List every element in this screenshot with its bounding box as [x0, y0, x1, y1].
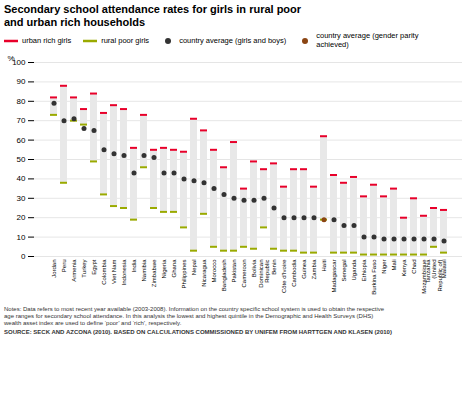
svg-text:Bolivia: Bolivia [251, 258, 257, 276]
svg-text:70: 70 [17, 116, 26, 125]
svg-text:40: 40 [17, 174, 26, 183]
svg-text:Burkina Faso: Burkina Faso [371, 258, 377, 294]
svg-text:Morocco: Morocco [211, 258, 217, 282]
svg-text:Peru: Peru [61, 259, 67, 272]
svg-text:Haiti: Haiti [321, 259, 327, 271]
svg-text:Jordan: Jordan [51, 259, 57, 277]
svg-text:Ghana: Ghana [171, 258, 177, 277]
svg-text:Nigeria: Nigeria [161, 258, 167, 278]
svg-text:DominicanRepublic: DominicanRepublic [258, 259, 270, 287]
svg-text:90: 90 [17, 77, 26, 86]
svg-text:Armenia: Armenia [71, 258, 77, 281]
svg-text:Ethiopia: Ethiopia [361, 258, 367, 280]
svg-text:Colombia: Colombia [101, 258, 107, 284]
svg-text:Cameroon: Cameroon [241, 259, 247, 287]
svg-text:Turkey: Turkey [81, 259, 87, 277]
svg-text:0: 0 [21, 252, 26, 261]
svg-text:Viet Nam: Viet Nam [111, 259, 117, 284]
svg-text:Bangladesh: Bangladesh [221, 259, 227, 291]
svg-text:Mali: Mali [391, 259, 397, 270]
svg-text:Benin: Benin [271, 259, 277, 274]
svg-text:50: 50 [17, 155, 26, 164]
svg-text:Côte d'Ivoire: Côte d'Ivoire [281, 258, 287, 292]
svg-text:30: 30 [17, 193, 26, 202]
svg-text:Zimbabwe: Zimbabwe [151, 258, 157, 286]
svg-text:Philippines: Philippines [181, 259, 187, 288]
svg-text:%: % [8, 54, 15, 63]
svg-text:Madagascar: Madagascar [331, 259, 337, 292]
svg-text:Nicaragua: Nicaragua [201, 258, 207, 286]
svg-text:20: 20 [17, 213, 26, 222]
svg-text:Nepal: Nepal [191, 259, 197, 275]
svg-text:Niger: Niger [381, 259, 387, 273]
svg-text:Guinea: Guinea [301, 258, 307, 278]
svg-text:Malawi: Malawi [441, 259, 447, 278]
svg-text:Namibia: Namibia [141, 258, 147, 281]
svg-text:Cambodia: Cambodia [291, 258, 297, 286]
svg-text:India: India [131, 258, 137, 272]
svg-text:Pakistan: Pakistan [231, 259, 237, 282]
svg-text:60: 60 [17, 135, 26, 144]
svg-text:80: 80 [17, 96, 26, 105]
svg-text:Zambia: Zambia [311, 258, 317, 279]
svg-text:10: 10 [17, 232, 26, 241]
svg-text:Egypt: Egypt [91, 259, 97, 275]
svg-text:Indonesia: Indonesia [121, 258, 127, 285]
svg-text:Senegal: Senegal [341, 259, 347, 281]
svg-text:Kenya: Kenya [401, 258, 407, 276]
svg-text:Chad: Chad [411, 259, 417, 273]
svg-text:Uganda: Uganda [351, 258, 357, 280]
